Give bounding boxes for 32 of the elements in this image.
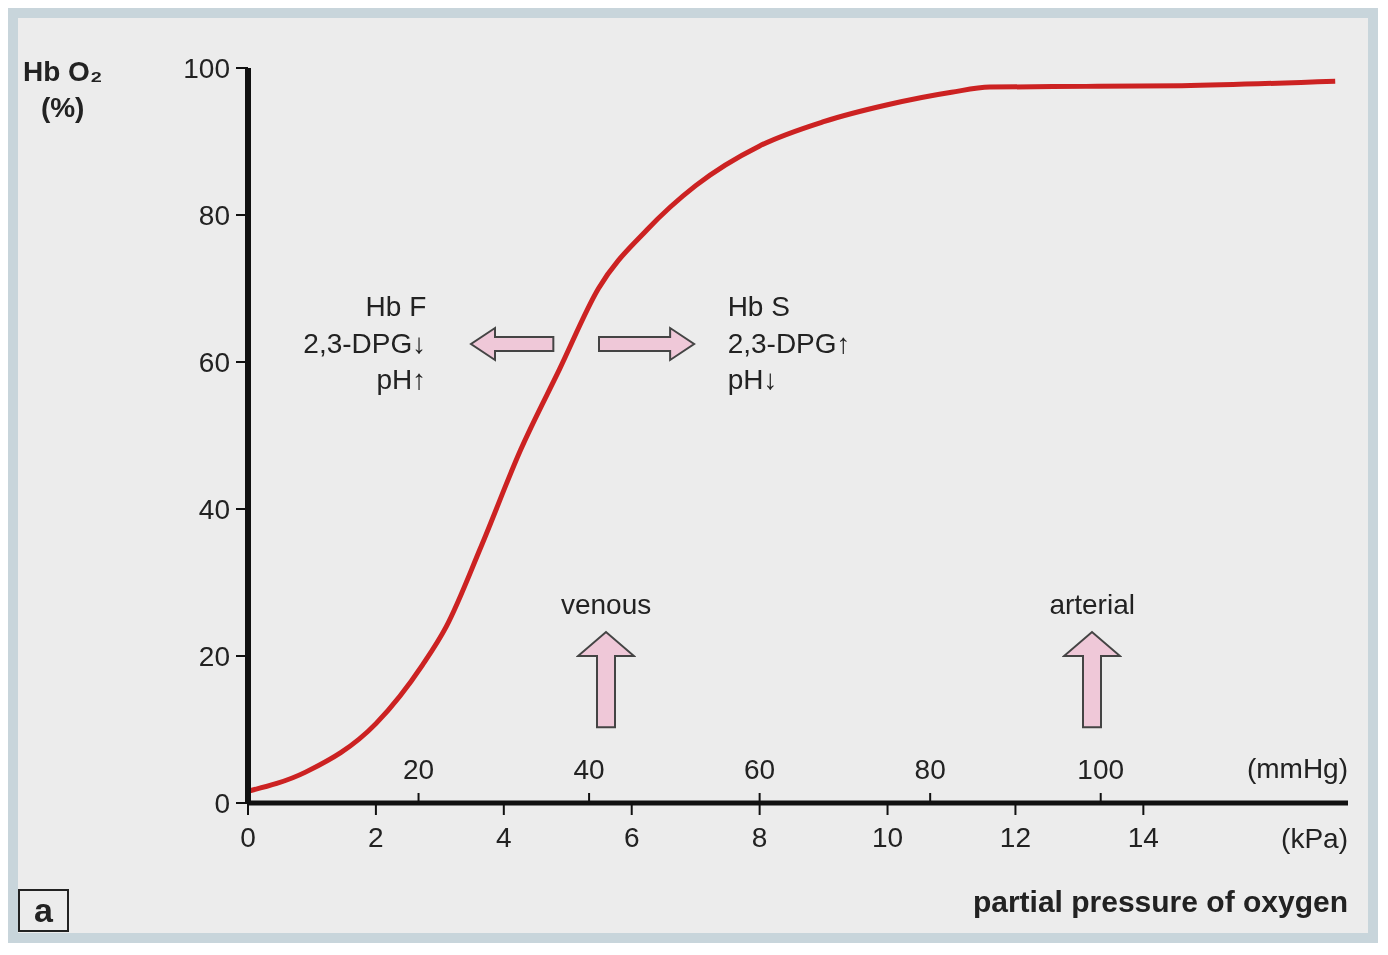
x-tick-label: 4 [496,822,512,853]
x-tick-label: 10 [871,822,904,853]
annotation: pH↑ [376,363,427,398]
annotation: arterial [1048,587,1136,622]
x2-tick-label: 20 [402,754,435,785]
x-tick-label: 0 [240,822,256,853]
x-tick-label: 12 [999,822,1032,853]
x-tick-label: 6 [623,822,640,853]
text: a [18,889,69,932]
x2-axis-title: (mmHg) [1246,753,1348,785]
x-tick-label: 14 [1127,822,1159,853]
annotation: pH↓ [727,363,778,398]
x2-tick-label: 40 [573,754,605,785]
x-axis-title: (kPa) [1281,823,1348,855]
y-tick-label: 60 [198,347,230,378]
y-tick-label: 0 [214,788,230,819]
y-tick-label: 80 [198,200,230,231]
y-axis-title: Hb O₂ (%) [23,55,103,125]
annotation: 2,3-DPG↑ [727,326,851,361]
x-tick-label: 8 [751,822,768,853]
annotation: 2,3-DPG↓ [303,326,427,361]
x2-tick-label: 80 [914,754,946,785]
annotation: Hb S [727,289,790,324]
annotation: venous [559,587,653,622]
y-tick-label: 40 [198,494,230,525]
y-tick-label: 100 [183,53,230,84]
x-tick-label: 2 [368,822,384,853]
text: partial pressure of oxygen [972,885,1348,919]
y-tick-label: 20 [198,641,230,672]
x2-tick-label: 60 [744,754,776,785]
x2-tick-label: 100 [1077,754,1125,785]
annotation: Hb F [365,289,427,324]
